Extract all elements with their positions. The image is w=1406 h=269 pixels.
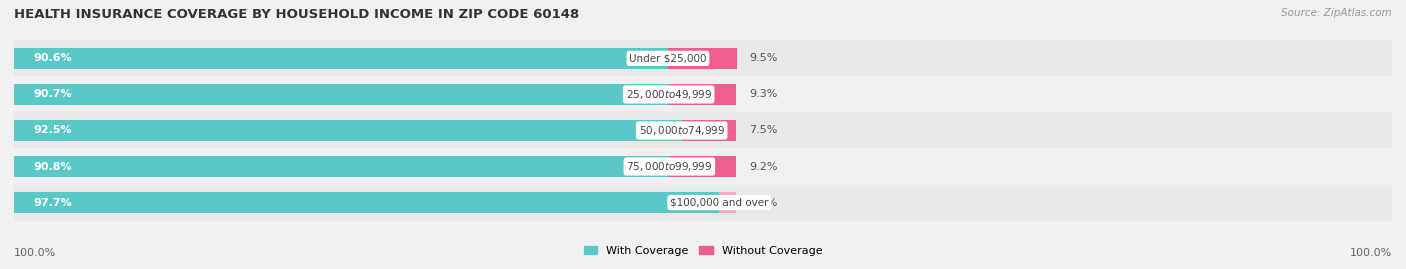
Bar — [720, 192, 735, 213]
Text: 90.7%: 90.7% — [34, 89, 72, 100]
Bar — [669, 84, 735, 105]
Bar — [14, 112, 1392, 148]
Text: 9.2%: 9.2% — [749, 161, 778, 172]
Text: $75,000 to $99,999: $75,000 to $99,999 — [626, 160, 713, 173]
Text: 7.5%: 7.5% — [749, 125, 778, 136]
Bar — [14, 48, 668, 69]
Bar — [14, 192, 720, 213]
Text: Source: ZipAtlas.com: Source: ZipAtlas.com — [1281, 8, 1392, 18]
Bar — [14, 185, 1392, 221]
Text: 2.3%: 2.3% — [749, 197, 778, 208]
Bar — [14, 76, 1392, 112]
Text: Under $25,000: Under $25,000 — [630, 53, 707, 63]
Text: $50,000 to $74,999: $50,000 to $74,999 — [638, 124, 725, 137]
Text: HEALTH INSURANCE COVERAGE BY HOUSEHOLD INCOME IN ZIP CODE 60148: HEALTH INSURANCE COVERAGE BY HOUSEHOLD I… — [14, 8, 579, 21]
Text: $100,000 and over: $100,000 and over — [669, 197, 769, 208]
Text: 9.3%: 9.3% — [749, 89, 778, 100]
Bar — [668, 48, 737, 69]
Bar — [14, 148, 1392, 185]
Bar — [14, 84, 669, 105]
Bar — [14, 120, 682, 141]
Text: 92.5%: 92.5% — [34, 125, 72, 136]
Bar — [14, 40, 1392, 76]
Text: 97.7%: 97.7% — [34, 197, 73, 208]
Bar — [682, 120, 735, 141]
Bar — [669, 156, 735, 177]
Text: 100.0%: 100.0% — [14, 248, 56, 258]
Legend: With Coverage, Without Coverage: With Coverage, Without Coverage — [579, 241, 827, 260]
Bar — [14, 156, 669, 177]
Text: $25,000 to $49,999: $25,000 to $49,999 — [626, 88, 711, 101]
Text: 100.0%: 100.0% — [1350, 248, 1392, 258]
Text: 9.5%: 9.5% — [749, 53, 778, 63]
Text: 90.6%: 90.6% — [34, 53, 73, 63]
Text: 90.8%: 90.8% — [34, 161, 72, 172]
